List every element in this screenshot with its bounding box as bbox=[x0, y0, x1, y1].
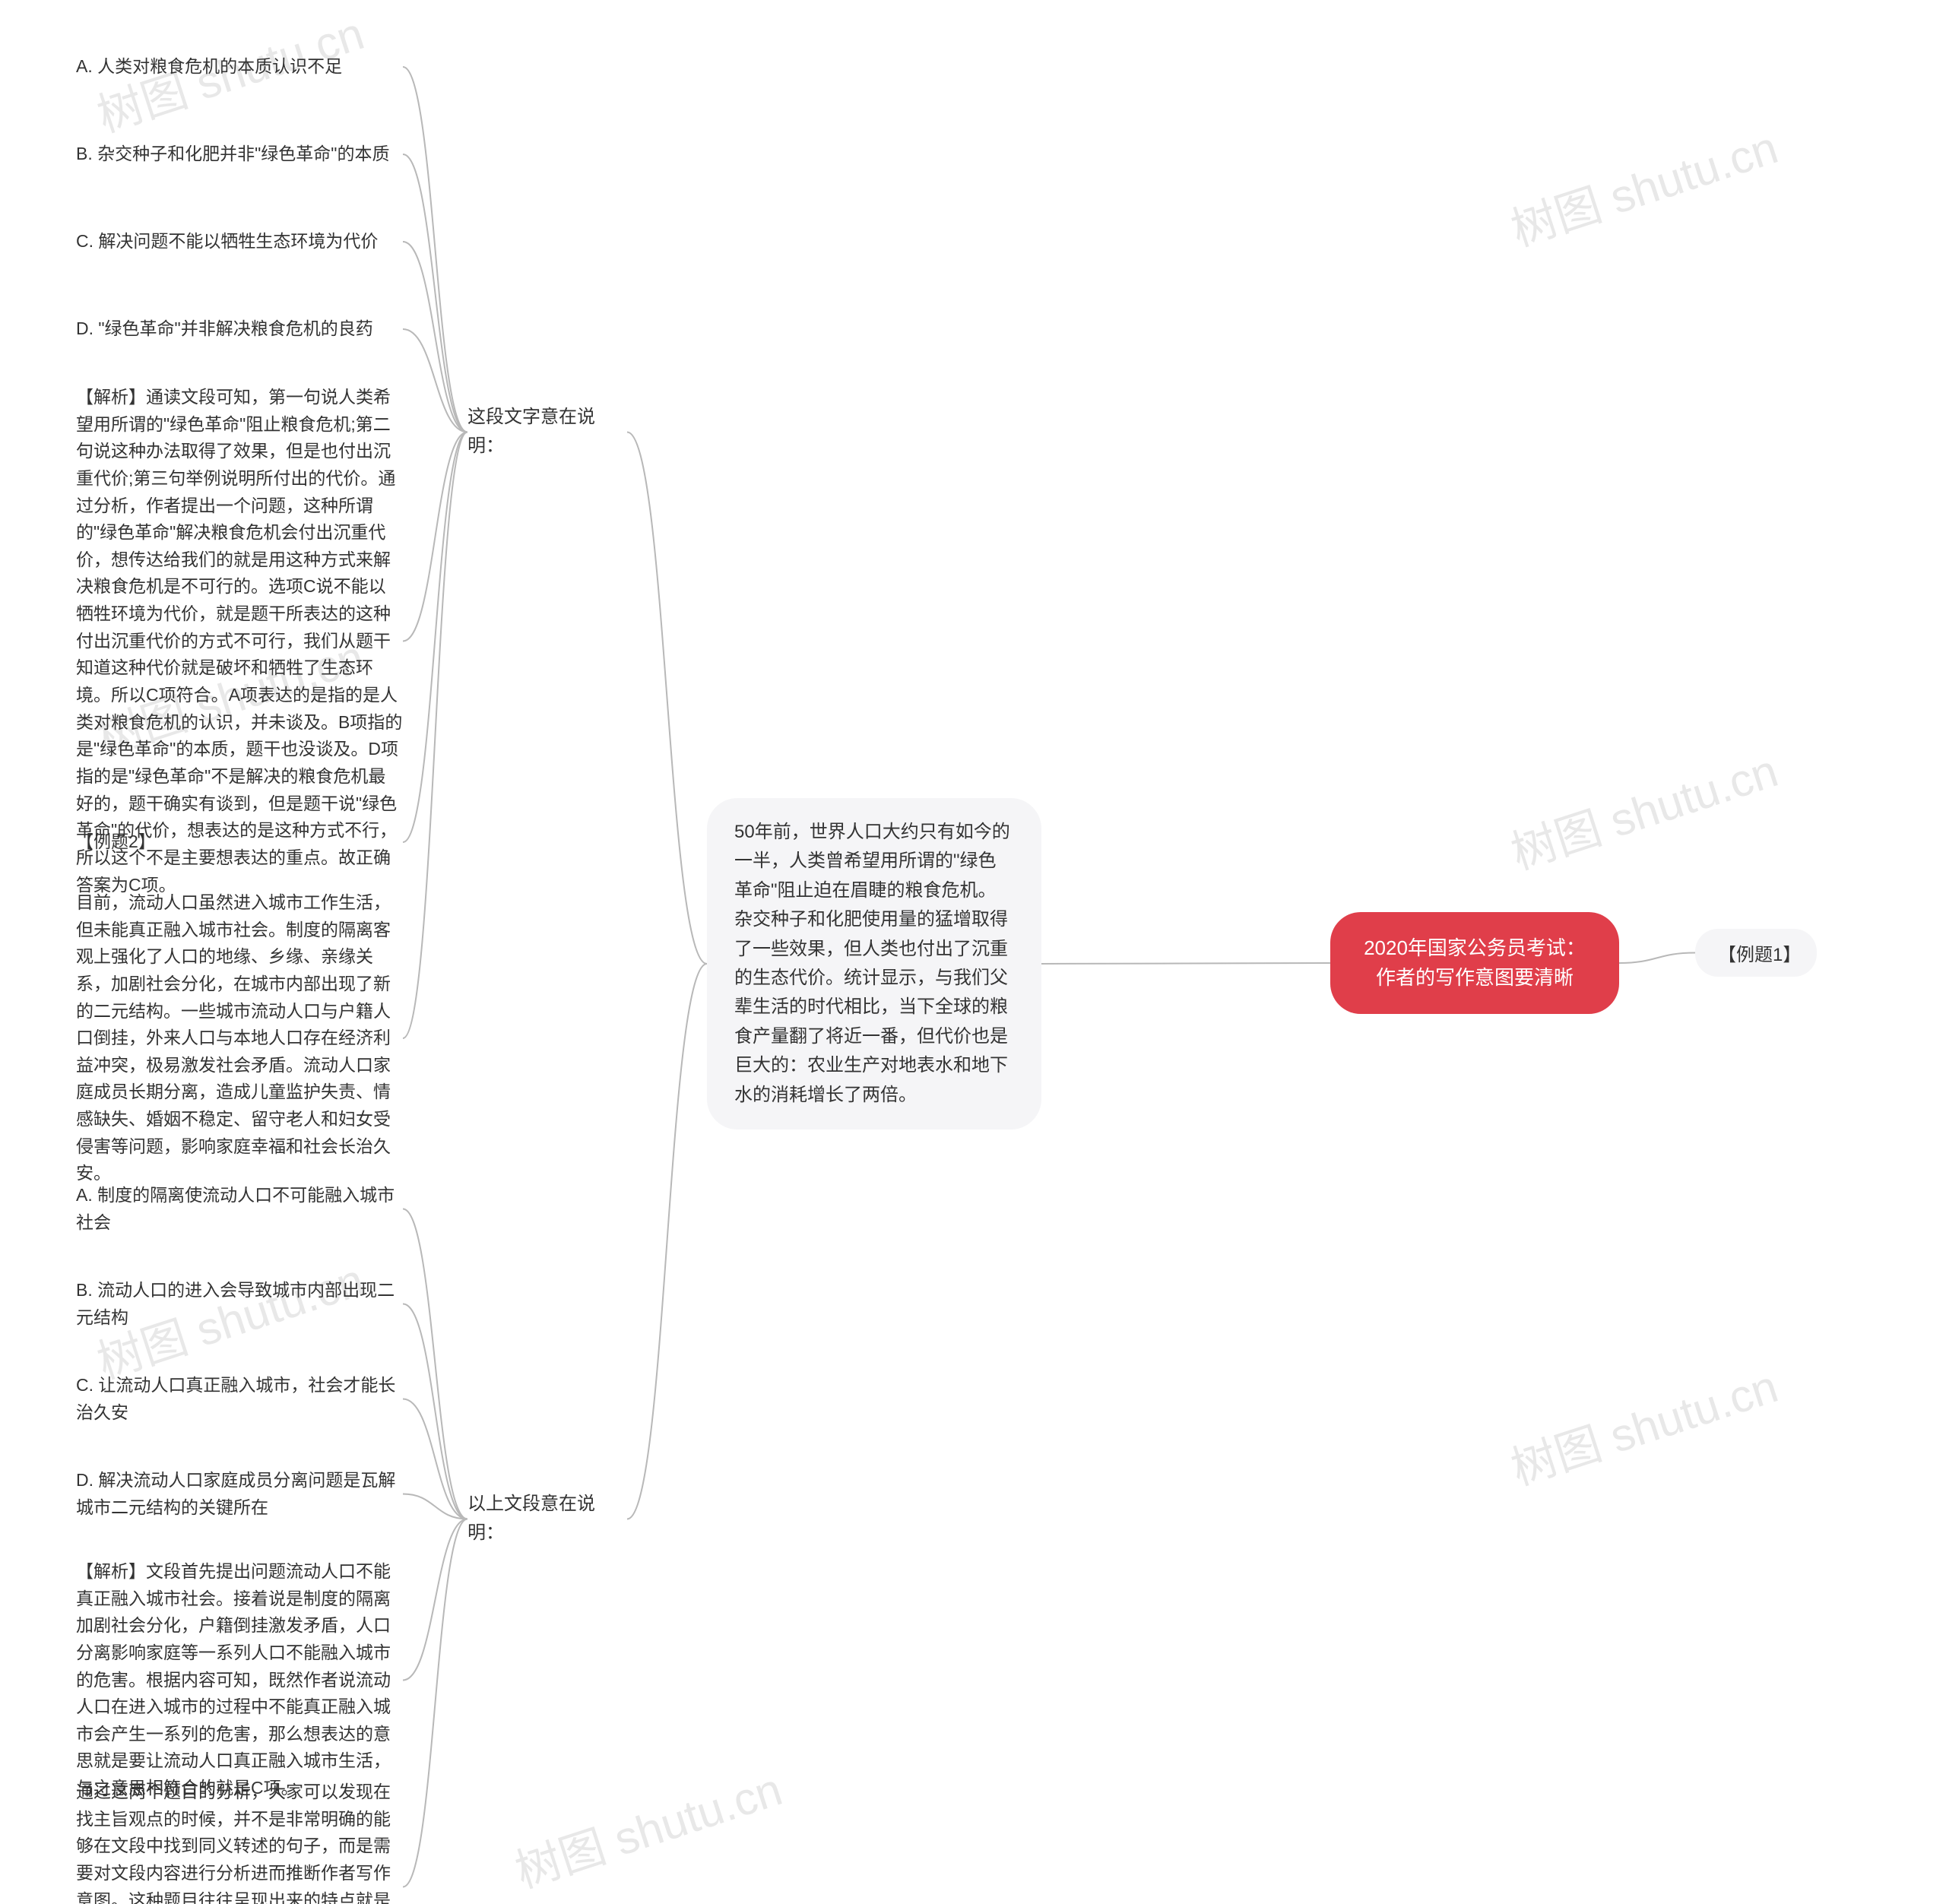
q2-option-c[interactable]: C. 让流动人口真正融入城市，社会才能长治久安 bbox=[76, 1372, 403, 1426]
q1-option-b[interactable]: B. 杂交种子和化肥并非"绿色革命"的本质 bbox=[76, 141, 403, 168]
root-node[interactable]: 2020年国家公务员考试： 作者的写作意图要清晰 bbox=[1330, 912, 1619, 1014]
passage2-text: 目前，流动人口虽然进入城市工作生活，但未能真正融入城市社会。制度的隔离客观上强化… bbox=[76, 889, 403, 1187]
example-text: 【例题1】 bbox=[1718, 945, 1801, 965]
q2-summary: 通过这两个题目的分析，大家可以发现在找主旨观点的时候，并不是非常明确的能够在文段… bbox=[76, 1779, 403, 1904]
q1-label: 这段文字意在说明： bbox=[467, 403, 627, 461]
q1-analysis: 【解析】通读文段可知，第一句说人类希望用所谓的"绿色革命"阻止粮食危机;第二句说… bbox=[76, 384, 403, 898]
q1-label-text: 这段文字意在说明： bbox=[467, 407, 595, 456]
q1-option-a[interactable]: A. 人类对粮食危机的本质认识不足 bbox=[76, 53, 403, 81]
passage-text: 50年前，世界人口大约只有如今的一半，人类曾希望用所谓的"绿色革命"阻止迫在眉睫… bbox=[734, 822, 1010, 1105]
example2-label: 【例题2】 bbox=[76, 828, 403, 856]
watermark: 树图 shutu.cn bbox=[506, 1753, 789, 1901]
watermark: 树图 shutu.cn bbox=[1501, 1350, 1785, 1498]
q1-option-d[interactable]: D. "绿色革命"并非解决粮食危机的良药 bbox=[76, 315, 403, 343]
watermark: 树图 shutu.cn bbox=[1501, 111, 1785, 259]
q2-analysis: 【解析】文段首先提出问题流动人口不能真正融入城市社会。接着说是制度的隔离加剧社会… bbox=[76, 1558, 403, 1802]
q2-label-text: 以上文段意在说明： bbox=[467, 1494, 595, 1543]
q2-option-a[interactable]: A. 制度的隔离使流动人口不可能融入城市社会 bbox=[76, 1182, 403, 1236]
example-label[interactable]: 【例题1】 bbox=[1695, 929, 1817, 977]
root-line2: 作者的写作意图要清晰 bbox=[1376, 966, 1574, 989]
q2-option-b[interactable]: B. 流动人口的进入会导致城市内部出现二元结构 bbox=[76, 1277, 403, 1331]
q2-option-d[interactable]: D. 解决流动人口家庭成员分离问题是瓦解城市二元结构的关键所在 bbox=[76, 1467, 403, 1521]
root-line1: 2020年国家公务员考试： bbox=[1364, 936, 1586, 959]
q2-label: 以上文段意在说明： bbox=[467, 1490, 627, 1548]
q1-option-c[interactable]: C. 解决问题不能以牺牲生态环境为代价 bbox=[76, 228, 403, 255]
passage-node[interactable]: 50年前，世界人口大约只有如今的一半，人类曾希望用所谓的"绿色革命"阻止迫在眉睫… bbox=[707, 798, 1041, 1129]
watermark: 树图 shutu.cn bbox=[1501, 734, 1785, 882]
